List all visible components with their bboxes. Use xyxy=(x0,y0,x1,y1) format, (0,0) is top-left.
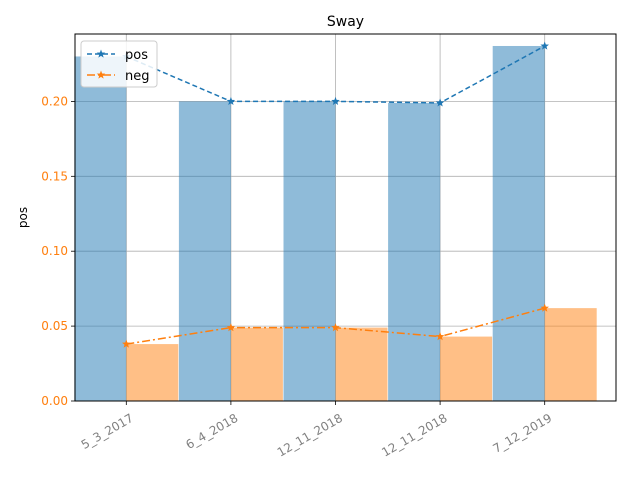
x-tick-label: 6_4_2018 xyxy=(183,411,240,452)
y-tick-label: 0.15 xyxy=(41,169,68,183)
x-tick-label: 7_12_2019 xyxy=(491,411,555,456)
pos-marker xyxy=(435,98,445,107)
y-tick-label: 0.05 xyxy=(41,319,68,333)
bar-pos xyxy=(178,101,231,401)
bar-neg xyxy=(230,327,283,401)
neg-marker xyxy=(226,323,236,332)
y-tick-label: 0.00 xyxy=(41,394,68,408)
x-tick-label: 5_3_2017 xyxy=(79,411,136,452)
neg-marker xyxy=(331,323,340,332)
pos-marker xyxy=(540,41,549,50)
bar-pos xyxy=(74,56,127,401)
legend-label: pos xyxy=(125,48,148,63)
legend: pos neg xyxy=(80,40,158,88)
x-tick-label: 12_11_2018 xyxy=(379,411,449,460)
neg-marker xyxy=(122,339,131,348)
chart-title: Sway xyxy=(327,14,364,30)
plot-frame xyxy=(74,33,617,402)
neg-marker xyxy=(540,303,549,312)
bar-neg xyxy=(544,308,597,401)
bar-pos xyxy=(388,102,441,401)
bar-neg xyxy=(335,327,388,401)
y-axis-label: pos xyxy=(16,207,30,228)
x-axis: 5_3_2017 6_4_2018 12_11_2018 12_11_2018 7_12… xyxy=(79,401,554,460)
y-tick-label: 0.10 xyxy=(41,244,68,258)
pos-marker xyxy=(226,96,236,106)
bar-neg xyxy=(126,344,179,401)
legend-marker xyxy=(96,70,106,79)
bar-pos xyxy=(492,45,545,401)
x-tick-label: 12_11_2018 xyxy=(275,411,345,460)
bar-pos xyxy=(283,101,336,401)
y-axis: 0.00 0.05 0.10 0.15 0.20 xyxy=(41,94,75,408)
legend-marker xyxy=(96,49,106,58)
y-tick-label: 0.20 xyxy=(41,94,68,108)
bars xyxy=(74,45,597,401)
pos-marker xyxy=(331,96,340,106)
neg-marker xyxy=(435,332,445,341)
bar-neg xyxy=(440,336,493,401)
legend-label: neg xyxy=(125,69,150,84)
